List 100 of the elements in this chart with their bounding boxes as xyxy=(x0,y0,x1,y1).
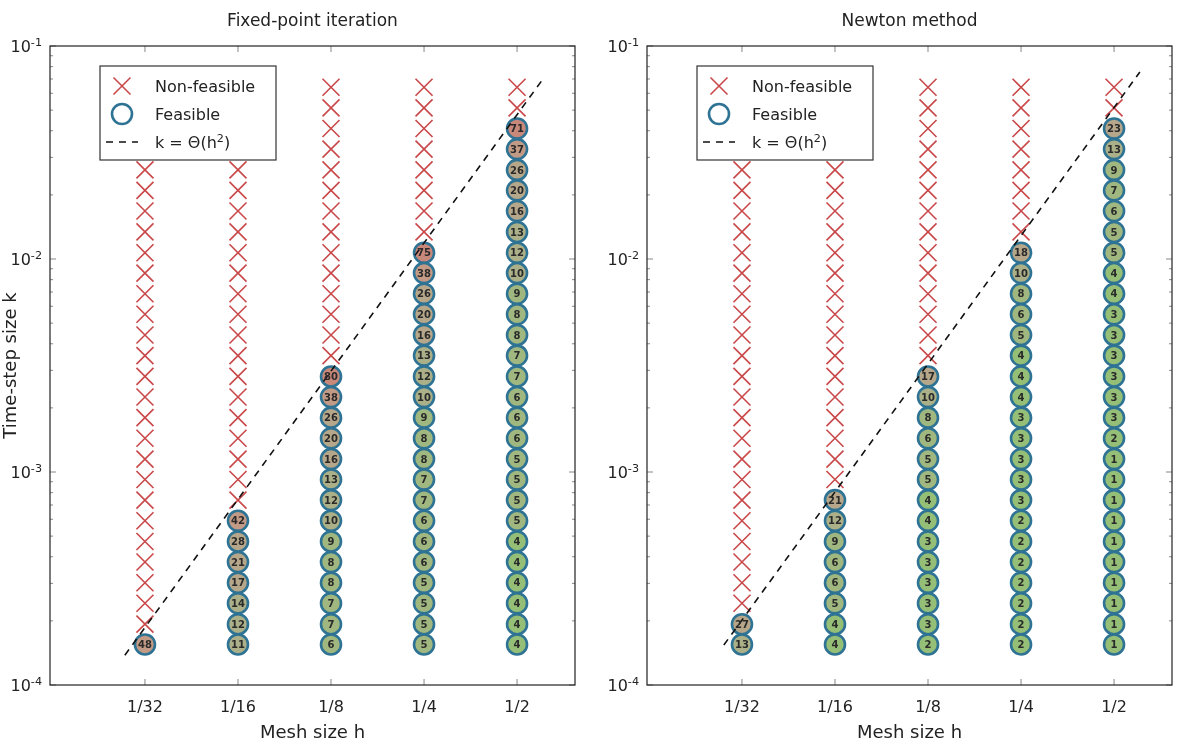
annotation: 10 xyxy=(417,391,432,403)
x-tick-label: 1/32 xyxy=(724,697,760,716)
annotation: 6 xyxy=(420,515,428,527)
annotation: 8 xyxy=(1017,288,1025,300)
annotation: 4 xyxy=(513,556,521,568)
annotation: 20 xyxy=(417,308,432,320)
annotation: 8 xyxy=(327,577,335,589)
annotation: 3 xyxy=(1110,412,1118,424)
annotation: 6 xyxy=(924,432,932,444)
annotation: 17 xyxy=(231,577,245,589)
annotation: 4 xyxy=(513,536,521,548)
legend-label: k = Θ(h$^{2}$) xyxy=(155,131,231,152)
annotation: 3 xyxy=(924,556,932,568)
annotation: 6 xyxy=(831,577,839,589)
annotation: 4 xyxy=(513,577,521,589)
annotation: 11 xyxy=(231,639,245,651)
annotation: 2 xyxy=(1017,536,1025,548)
annotation: 21 xyxy=(231,556,245,568)
annotation: 5 xyxy=(420,597,428,609)
annotation: 38 xyxy=(324,391,339,403)
annotation: 3 xyxy=(924,618,932,630)
annotation: 16 xyxy=(324,453,339,465)
annotation: 9 xyxy=(1110,164,1118,176)
annotation: 3 xyxy=(1110,308,1118,320)
annotation: 3 xyxy=(1110,371,1118,383)
annotation: 3 xyxy=(1110,350,1118,362)
annotation: 18 xyxy=(1014,247,1029,259)
legend-label: Non-feasible xyxy=(155,77,256,96)
annotation: 17 xyxy=(921,371,936,383)
x-axis-title: Mesh size h xyxy=(259,721,366,742)
annotation: 42 xyxy=(231,515,245,527)
y-tick-label: 10$^{-2}$ xyxy=(10,248,42,269)
annotation: 3 xyxy=(1017,412,1025,424)
annotation: 4 xyxy=(924,515,932,527)
annotation: 7 xyxy=(1110,184,1118,196)
annotation: 2 xyxy=(1017,597,1025,609)
annotation: 10 xyxy=(921,391,936,403)
annotation: 75 xyxy=(417,247,432,259)
legend-label: Feasible xyxy=(752,105,818,124)
annotation: 6 xyxy=(327,639,335,651)
annotation: 5 xyxy=(513,453,521,465)
annotation: 80 xyxy=(324,371,339,383)
annotation: 14 xyxy=(231,597,245,609)
legend-label: k = Θ(h$^{2}$) xyxy=(752,131,828,152)
annotation: 3 xyxy=(1110,329,1118,341)
annotation: 5 xyxy=(420,639,428,651)
annotation: 2 xyxy=(1110,432,1118,444)
y-tick-label: 10$^{-2}$ xyxy=(607,248,639,269)
annotation: 1 xyxy=(1110,474,1118,486)
annotation: 26 xyxy=(510,164,525,176)
annotation: 5 xyxy=(1017,329,1025,341)
annotation: 5 xyxy=(924,474,932,486)
annotation: 8 xyxy=(513,329,521,341)
annotation: 27 xyxy=(735,618,749,630)
annotation: 1 xyxy=(1110,453,1118,465)
annotation: 5 xyxy=(1110,247,1118,259)
annotation: 38 xyxy=(417,267,432,279)
annotation: 4 xyxy=(1110,288,1118,300)
annotation: 6 xyxy=(420,556,428,568)
x-tick-label: 1/2 xyxy=(1101,697,1127,716)
annotation: 1 xyxy=(1110,597,1118,609)
annotation: 5 xyxy=(831,597,839,609)
annotation: 4 xyxy=(1110,267,1118,279)
annotation: 8 xyxy=(327,556,335,568)
annotation: 20 xyxy=(324,432,339,444)
annotation: 23 xyxy=(1107,123,1122,135)
annotation: 3 xyxy=(1110,391,1118,403)
annotation: 2 xyxy=(1017,639,1025,651)
y-tick-label: 10$^{-1}$ xyxy=(10,35,42,56)
annotation: 12 xyxy=(828,515,842,527)
annotation: 6 xyxy=(513,432,521,444)
annotation: 7 xyxy=(420,494,428,506)
annotation: 26 xyxy=(324,412,339,424)
annotation: 5 xyxy=(420,618,428,630)
annotation: 8 xyxy=(513,308,521,320)
x-tick-label: 1/8 xyxy=(915,697,941,716)
annotation: 13 xyxy=(510,226,525,238)
annotation: 7 xyxy=(513,371,521,383)
legend-label: Non-feasible xyxy=(752,77,853,96)
annotation: 3 xyxy=(1017,432,1025,444)
annotation: 7 xyxy=(327,618,335,630)
annotation: 5 xyxy=(513,494,521,506)
annotation: 6 xyxy=(420,536,428,548)
annotation: 28 xyxy=(231,536,245,548)
annotation: 9 xyxy=(420,412,428,424)
annotation: 10 xyxy=(1014,267,1029,279)
annotation: 2 xyxy=(1017,556,1025,568)
annotation: 8 xyxy=(420,432,428,444)
y-tick-label: 10$^{-3}$ xyxy=(607,461,639,482)
annotation: 2 xyxy=(1017,577,1025,589)
annotation: 1 xyxy=(1110,639,1118,651)
annotation: 1 xyxy=(1110,618,1118,630)
chart-title: Fixed-point iteration xyxy=(227,10,398,30)
annotation: 3 xyxy=(1017,494,1025,506)
legend-label: Feasible xyxy=(155,105,221,124)
annotation: 6 xyxy=(831,556,839,568)
annotation: 7 xyxy=(513,350,521,362)
annotation: 4 xyxy=(831,618,839,630)
y-tick-label: 10$^{-1}$ xyxy=(607,35,639,56)
annotation: 5 xyxy=(513,474,521,486)
